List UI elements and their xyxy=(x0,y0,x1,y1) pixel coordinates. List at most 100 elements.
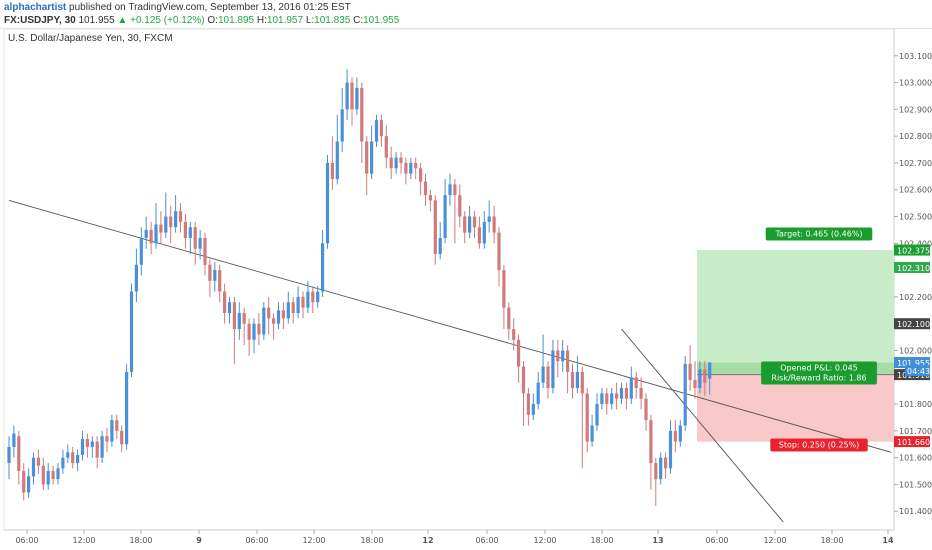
y-tick-label: 101.600 xyxy=(899,454,932,463)
candle-bull xyxy=(561,350,565,362)
candle-bull xyxy=(56,468,60,480)
pnl-badge-line2: Risk/Reward Ratio: 1.86 xyxy=(771,374,866,383)
candle-bear xyxy=(654,463,658,480)
candle-bear xyxy=(693,379,697,389)
candle-bull xyxy=(325,162,330,244)
candle-bull xyxy=(355,87,359,110)
candle-bull xyxy=(678,425,682,442)
candle-bear xyxy=(183,221,187,238)
y-tick-label: 101.700 xyxy=(899,427,932,436)
trendline[interactable] xyxy=(621,328,784,523)
candle-bear xyxy=(159,224,163,233)
candle-bull xyxy=(600,393,604,405)
candle-bear xyxy=(311,291,315,303)
candle-bear xyxy=(497,232,501,271)
candle-bull xyxy=(683,363,687,426)
candle-bear xyxy=(36,457,40,466)
candle-bull xyxy=(27,476,31,493)
x-tick-label: 12:00 xyxy=(763,536,786,545)
target-badge-bg[interactable] xyxy=(765,227,873,241)
x-tick-label: 18:00 xyxy=(360,536,383,545)
candle-bear xyxy=(399,157,403,163)
y-tick-label: 102.600 xyxy=(899,186,932,195)
stop-zone[interactable] xyxy=(697,374,894,442)
pnl-badge-bg[interactable] xyxy=(761,361,877,385)
candle-bull xyxy=(316,291,320,303)
candle-bear xyxy=(639,388,643,399)
y-tick-label: 102.700 xyxy=(899,159,932,168)
candle-bull xyxy=(536,382,540,405)
candle-bear xyxy=(649,420,653,464)
candle-bull xyxy=(541,366,545,383)
y-tick-label: 102.000 xyxy=(899,346,932,355)
pnl-badge: Opened P&L: 0.045 xyxy=(780,364,858,373)
x-tick-label: 06:00 xyxy=(705,536,728,545)
candle-bull xyxy=(321,243,325,292)
candle-bear xyxy=(472,216,477,228)
candle-bear xyxy=(267,307,271,319)
x-tick-label: 18:00 xyxy=(820,536,843,545)
candle-bull xyxy=(227,302,232,313)
candle-bear xyxy=(71,452,75,464)
candle-bull xyxy=(575,371,579,389)
candle-bear xyxy=(95,441,99,458)
candle-bear xyxy=(585,393,589,442)
candle-bull xyxy=(438,237,442,255)
candle-bear xyxy=(624,388,628,399)
candle-bull xyxy=(164,216,168,233)
high-label: H: xyxy=(256,15,267,26)
x-tick-label: 12:00 xyxy=(72,536,95,545)
low-label: L: xyxy=(305,15,315,26)
candle-bull xyxy=(174,211,178,228)
candle-bear xyxy=(193,227,197,249)
candle-bull xyxy=(340,109,344,142)
candle-bull xyxy=(296,296,300,313)
y-tick-label: 101.400 xyxy=(899,507,932,516)
candle-bull xyxy=(590,425,594,442)
candle-bull xyxy=(409,162,413,174)
close-label: C: xyxy=(353,15,364,26)
candle-bull xyxy=(659,457,663,480)
candle-bear xyxy=(453,184,457,196)
candle-bull xyxy=(76,454,80,464)
candle-bull xyxy=(668,430,673,469)
chart-title: U.S. Dollar/Japanese Yen, 30, FXCM xyxy=(8,33,173,44)
candle-bear xyxy=(664,457,668,469)
candle-bull xyxy=(551,350,555,389)
candle-bear xyxy=(178,211,183,222)
candle-bear xyxy=(85,438,89,447)
target-price-label-bg xyxy=(894,244,930,256)
y-tick-label: 103.000 xyxy=(899,79,932,88)
candle-bull xyxy=(139,237,143,265)
stop-badge-bg[interactable] xyxy=(770,438,868,452)
candle-bull xyxy=(487,216,491,222)
candle-bull xyxy=(237,312,241,330)
candle-bear xyxy=(517,339,521,367)
candle-bull xyxy=(448,184,452,196)
candle-bear xyxy=(291,302,295,313)
candle-bear xyxy=(463,216,467,233)
candle-bear xyxy=(203,237,207,265)
candle-bear xyxy=(218,270,222,292)
candle-bear xyxy=(389,157,393,169)
published-text: published on TradingView.com, September … xyxy=(69,2,351,13)
candle-bear xyxy=(169,216,173,228)
candle-bull xyxy=(531,404,535,415)
candle-bear xyxy=(526,393,530,415)
x-tick-label: 9 xyxy=(196,536,202,545)
target-zone[interactable] xyxy=(697,250,894,375)
candle-bull xyxy=(100,436,104,458)
candle-bull xyxy=(154,224,158,244)
author-link[interactable]: alphachartist xyxy=(4,2,67,13)
y-tick-label: 102.900 xyxy=(899,105,932,114)
candle-bull xyxy=(374,120,379,142)
x-tick-label: 12 xyxy=(422,536,433,545)
x-tick-label: 13 xyxy=(652,536,663,545)
target-badge: Target: 0.465 (0.46%) xyxy=(774,230,862,239)
last-price-label: 101.955 xyxy=(897,359,930,368)
symbol-label[interactable]: FX:USDJPY, 30 xyxy=(4,15,76,26)
candle-bull xyxy=(198,237,202,249)
candle-bull xyxy=(468,216,472,233)
x-tick-label: 06:00 xyxy=(15,536,38,545)
